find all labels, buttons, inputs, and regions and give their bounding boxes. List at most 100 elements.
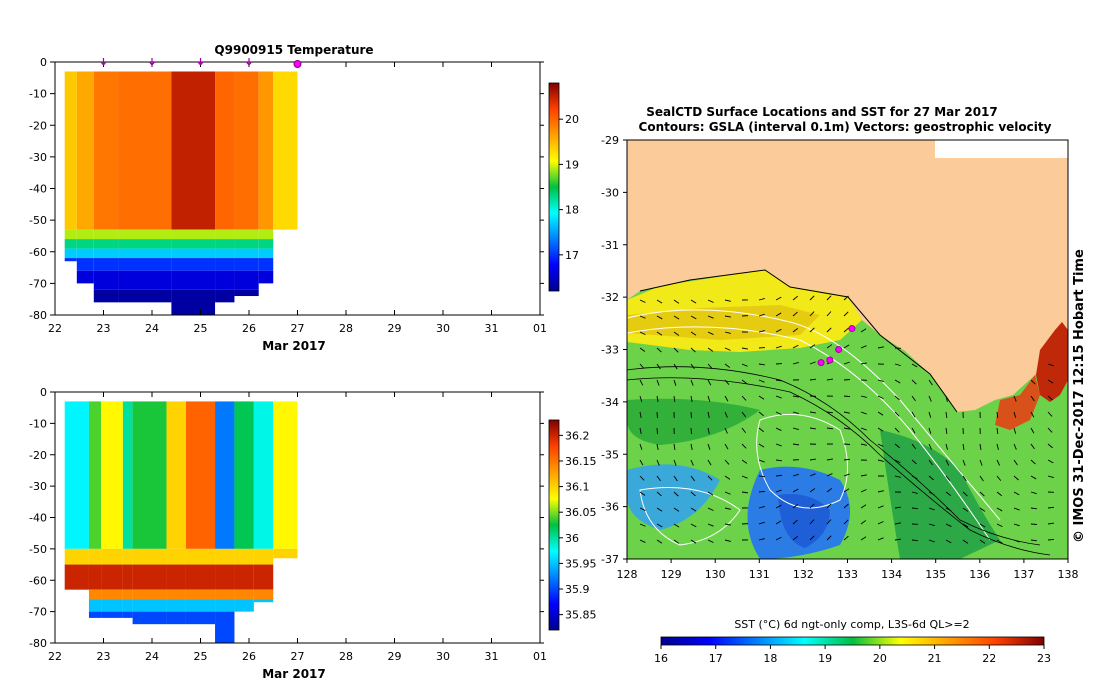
velocity-vector xyxy=(826,295,832,301)
map-colorbar-tick-label: 17 xyxy=(709,652,723,665)
velocity-vector xyxy=(1047,395,1053,401)
depth-layer-cell xyxy=(258,258,274,271)
depth-layer-cell xyxy=(185,564,216,590)
depth-layer-cell xyxy=(118,248,172,259)
y-tick-label: -20 xyxy=(29,119,47,132)
velocity-vector xyxy=(945,411,948,419)
velocity-vector xyxy=(673,475,678,482)
depth-layer-cell xyxy=(234,229,259,240)
velocity-vector xyxy=(792,344,799,349)
y-tick-label: -40 xyxy=(29,183,47,196)
colorbar-tick-label: 20 xyxy=(565,113,579,126)
velocity-vector xyxy=(792,295,798,301)
velocity-vector xyxy=(911,491,918,495)
velocity-vector xyxy=(979,443,982,450)
depth-layer-cell xyxy=(234,599,254,612)
depth-layer-cell xyxy=(88,564,102,590)
velocity-vector xyxy=(945,459,950,466)
depth-layer-cell xyxy=(171,289,216,315)
velocity-vector xyxy=(826,535,832,541)
depth-layer-cell xyxy=(64,564,89,590)
velocity-vector xyxy=(1030,475,1037,480)
velocity-vector xyxy=(826,411,834,414)
velocity-vector xyxy=(843,395,851,398)
temp-profile-markers xyxy=(100,58,302,68)
velocity-vector xyxy=(843,535,849,541)
depth-layer-cell xyxy=(118,229,172,240)
colorbar-tick-label: 18 xyxy=(565,204,579,217)
velocity-vector xyxy=(1030,491,1037,495)
depth-layer-cell xyxy=(122,589,133,600)
velocity-vector xyxy=(1030,427,1035,434)
velocity-vector xyxy=(877,395,884,400)
depth-layer-cell xyxy=(166,599,186,612)
velocity-vector xyxy=(792,519,798,525)
depth-layer-cell xyxy=(93,258,119,271)
temp-xlabel: Mar 2017 xyxy=(262,339,326,353)
depth-layer-cell xyxy=(122,611,133,618)
temp-colorbar xyxy=(548,82,560,292)
velocity-vector xyxy=(894,411,900,417)
velocity-vector xyxy=(809,344,816,349)
velocity-vector xyxy=(894,538,902,541)
velocity-vector xyxy=(826,427,834,430)
depth-layer-cell xyxy=(93,239,119,249)
ctd-location xyxy=(817,359,825,367)
velocity-vector xyxy=(860,345,867,349)
velocity-vector xyxy=(1030,395,1035,402)
velocity-vector xyxy=(843,327,849,333)
x-tick-label: 29 xyxy=(388,322,402,335)
depth-layer-cell xyxy=(258,248,274,259)
profile-cell xyxy=(122,401,133,549)
velocity-vector xyxy=(758,411,764,417)
velocity-vector xyxy=(707,299,714,303)
velocity-vector xyxy=(877,490,884,493)
velocity-vector xyxy=(758,459,765,463)
profile-marker xyxy=(246,58,252,66)
velocity-vector xyxy=(639,363,645,369)
x-tick-label: 01 xyxy=(533,650,547,663)
velocity-vector xyxy=(758,395,765,400)
x-tick-label: 24 xyxy=(145,322,159,335)
velocity-vector xyxy=(707,507,714,511)
map-plot xyxy=(627,140,1068,559)
depth-layer-cell xyxy=(76,270,94,284)
depth-layer-cell xyxy=(185,589,216,600)
velocity-vector xyxy=(843,361,850,365)
profile-cell xyxy=(215,401,235,549)
depth-layer-cell xyxy=(76,239,94,249)
profile-marker xyxy=(149,58,155,66)
velocity-vector xyxy=(928,475,934,481)
velocity-vector xyxy=(758,297,765,301)
velocity-vector xyxy=(690,347,696,353)
ctd-location xyxy=(848,325,856,333)
velocity-vector xyxy=(775,427,782,431)
y-tick-label: -60 xyxy=(29,574,47,587)
colorbar-tick-label: 19 xyxy=(565,158,579,171)
profile-cell xyxy=(101,401,123,549)
velocity-vector xyxy=(979,491,985,497)
depth-layer-cell xyxy=(234,258,259,271)
sal-colorbar xyxy=(548,419,560,631)
velocity-vector xyxy=(792,311,798,317)
map-colorbar-ticks: 16 17 18 19 20 21 22 23 xyxy=(654,645,1051,665)
y-tick-label: 0 xyxy=(40,56,47,69)
velocity-vector xyxy=(979,475,984,482)
y-tick-label: 0 xyxy=(40,386,47,399)
map-x-tick-label: 129 xyxy=(661,568,682,581)
y-tick-label: -80 xyxy=(29,637,47,650)
velocity-vector xyxy=(860,489,867,493)
velocity-vector xyxy=(809,327,815,333)
velocity-vector xyxy=(911,475,918,480)
velocity-vector xyxy=(860,328,867,333)
depth-layer-cell xyxy=(234,270,259,290)
velocity-vector xyxy=(792,395,799,398)
velocity-vector xyxy=(639,331,646,336)
velocity-vector xyxy=(775,312,782,317)
velocity-vector xyxy=(860,395,867,398)
map-x-tick-label: 128 xyxy=(617,568,638,581)
map-x-tick-label: 136 xyxy=(969,568,990,581)
velocity-vector xyxy=(809,295,815,301)
velocity-vector xyxy=(724,443,729,450)
map-subtitle: Contours: GSLA (interval 0.1m) Vectors: … xyxy=(639,120,1052,134)
